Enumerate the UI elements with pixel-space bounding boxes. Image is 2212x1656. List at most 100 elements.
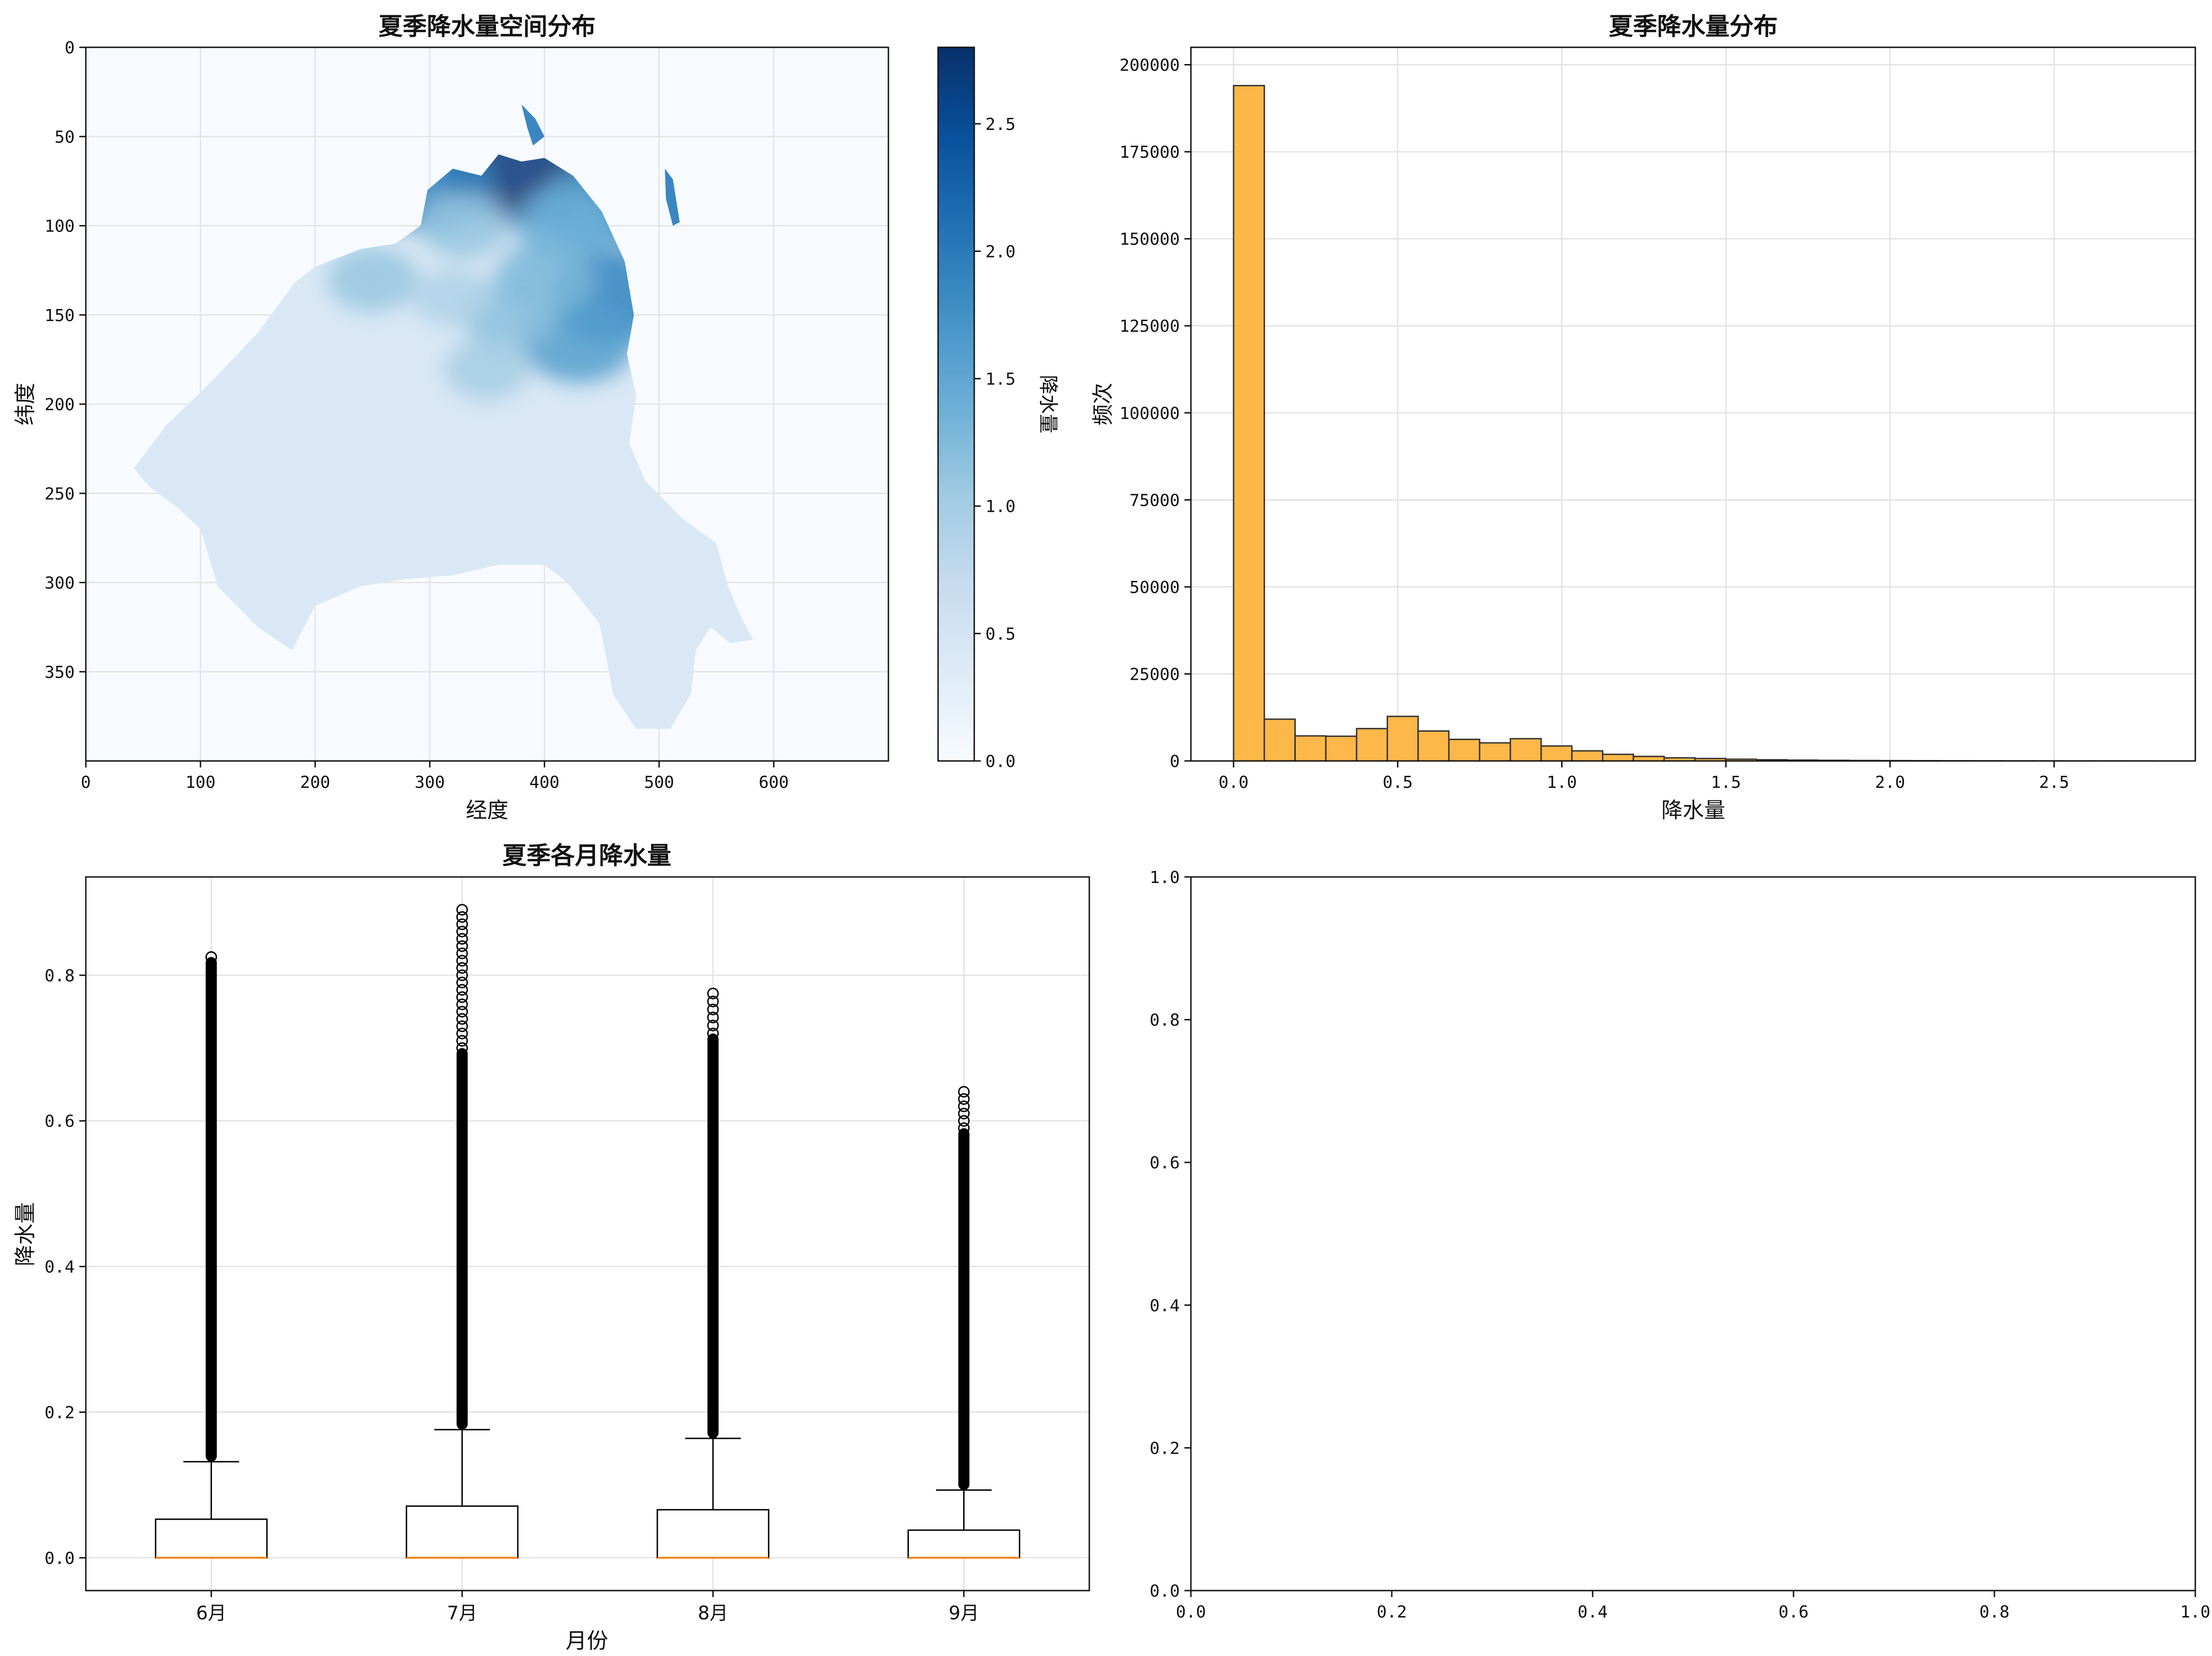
- y-tick-label: 250: [45, 484, 75, 503]
- colorbar-tick-label: 0.0: [985, 752, 1016, 771]
- outlier-point: [456, 1005, 468, 1018]
- outlier-dense: [958, 1128, 970, 1490]
- outlier-point: [456, 969, 468, 981]
- y-tick-label: 0.8: [1150, 1011, 1180, 1030]
- boxplot-x-ticks: 6月 7月 8月 9月: [196, 1591, 979, 1624]
- histogram-x-ticks: 0.0 0.5 1.0 1.5 2.0 2.5: [1218, 761, 2069, 792]
- x-tick-label: 7月: [447, 1603, 477, 1624]
- y-tick-label: 150: [45, 306, 75, 325]
- boxplot-grid: [86, 877, 1089, 1591]
- y-tick-label: 100: [45, 217, 75, 236]
- x-tick-label: 100: [186, 773, 216, 792]
- boxplot-y-ticks: 0.0 0.2 0.4 0.6 0.8: [45, 967, 86, 1568]
- outlier-point: [456, 918, 468, 930]
- colorbar-frame: [937, 46, 975, 762]
- y-tick-label: 50000: [1130, 578, 1180, 597]
- outlier-point: [958, 1108, 970, 1120]
- histogram-x-label: 降水量: [1661, 798, 1725, 823]
- colorbar-tick-label: 1.0: [985, 497, 1016, 516]
- colorbar-tick-label: 2.0: [985, 242, 1016, 261]
- box-1: [154, 951, 268, 1559]
- island: [521, 104, 545, 146]
- outlier-point: [707, 995, 719, 1007]
- y-tick-label: 0.4: [1150, 1296, 1180, 1315]
- histogram-bars: [1233, 85, 2157, 762]
- histogram-bar: [1386, 715, 1419, 762]
- y-tick-label: 200000: [1119, 56, 1180, 75]
- outlier-point: [456, 1013, 468, 1025]
- x-tick-label: 1.5: [1711, 773, 1741, 792]
- x-tick-label: 600: [759, 773, 789, 792]
- outlier-point: [456, 991, 468, 1003]
- x-tick-label: 0.0: [1218, 773, 1248, 792]
- empty-x-ticks: 0.0 0.2 0.4 0.6 0.8 1.0: [1176, 1591, 2211, 1622]
- x-tick-label: 8月: [698, 1603, 728, 1624]
- y-tick-label: 50: [55, 128, 75, 147]
- histogram-bar: [1417, 730, 1450, 762]
- colorbar-tick-label: 1.5: [985, 370, 1016, 389]
- x-tick-label: 0: [81, 773, 91, 792]
- histogram-bar: [1448, 738, 1480, 762]
- y-tick-label: 125000: [1119, 317, 1180, 336]
- x-tick-label: 0.6: [1778, 1603, 1808, 1622]
- outlier-point: [456, 940, 468, 952]
- y-tick-label: 0: [64, 39, 75, 58]
- histogram-bar: [1356, 728, 1388, 762]
- outlier-dense: [707, 1033, 719, 1438]
- histogram-grid: [1191, 47, 2195, 762]
- outlier-point: [456, 984, 468, 996]
- histogram-panel: 夏季降水量分布 0.0 0.5 1.0 1.5 2.0 2.5 0 25000 50000 75…: [1090, 13, 2196, 823]
- empty-panel: 0.0 0.2 0.4 0.6 0.8 1.0 0.0 0.2 0.4 0.6 0.8 1.0: [1150, 868, 2211, 1622]
- histogram-bar: [1602, 754, 1634, 762]
- y-tick-label: 300: [45, 574, 75, 593]
- y-tick-label: 0.0: [1150, 1582, 1180, 1601]
- y-tick-label: 0.0: [45, 1549, 75, 1568]
- empty-axes-frame: [1190, 876, 2196, 1592]
- boxplot-panel: 夏季各月降水量 6月 7月 8月 9月 0.0 0.2 0.4 0.6 0.8 月份 降水量: [13, 842, 1090, 1653]
- x-tick-label: 400: [529, 773, 559, 792]
- y-tick-label: 175000: [1119, 143, 1180, 162]
- outlier-point: [205, 951, 217, 963]
- outlier-point: [958, 1122, 970, 1134]
- boxplot-boxes: [154, 904, 1021, 1559]
- boxplot-title: 夏季各月降水量: [502, 842, 671, 870]
- box-3: [656, 987, 770, 1559]
- y-tick-label: 0.2: [1150, 1439, 1180, 1458]
- x-tick-label: 0.0: [1176, 1603, 1206, 1622]
- outlier-point: [456, 1042, 468, 1054]
- outlier-point: [456, 1020, 468, 1032]
- outlier-point: [456, 999, 468, 1011]
- heatmap-x-ticks: 0 100 200 300 400 500 600: [81, 761, 789, 792]
- boxplot-x-label: 月份: [566, 1628, 608, 1653]
- y-tick-label: 25000: [1130, 665, 1180, 684]
- outlier-point: [456, 977, 468, 989]
- x-tick-label: 6月: [196, 1603, 226, 1624]
- y-tick-label: 1.0: [1150, 868, 1180, 887]
- x-tick-label: 200: [300, 773, 330, 792]
- colorbar-ticks: 0.0 0.5 1.0 1.5 2.0 2.5: [974, 115, 1016, 771]
- y-tick-label: 0.6: [1150, 1153, 1180, 1173]
- outlier-dense: [457, 1048, 468, 1430]
- hotspot: [412, 267, 494, 327]
- outlier-dense: [206, 957, 217, 1462]
- x-tick-label: 1.0: [1547, 773, 1577, 792]
- y-tick-label: 0: [1170, 752, 1180, 771]
- histogram-bar: [1263, 718, 1296, 762]
- x-tick-label: 2.5: [2039, 773, 2069, 792]
- outlier-point: [958, 1100, 970, 1112]
- box-iqr: [405, 1505, 519, 1559]
- heatmap-x-label: 经度: [466, 798, 508, 823]
- y-tick-label: 100000: [1119, 404, 1180, 423]
- outlier-point: [707, 987, 719, 999]
- hotspot: [419, 193, 509, 259]
- outlier-point: [707, 1027, 719, 1039]
- histogram-bar: [1294, 735, 1327, 762]
- island: [665, 168, 680, 226]
- histogram-bar: [1479, 742, 1511, 762]
- histogram-bar: [1325, 735, 1357, 762]
- y-tick-label: 0.4: [45, 1258, 75, 1277]
- y-tick-label: 350: [45, 663, 75, 682]
- outlier-point: [456, 911, 468, 923]
- outlier-point: [707, 1004, 719, 1016]
